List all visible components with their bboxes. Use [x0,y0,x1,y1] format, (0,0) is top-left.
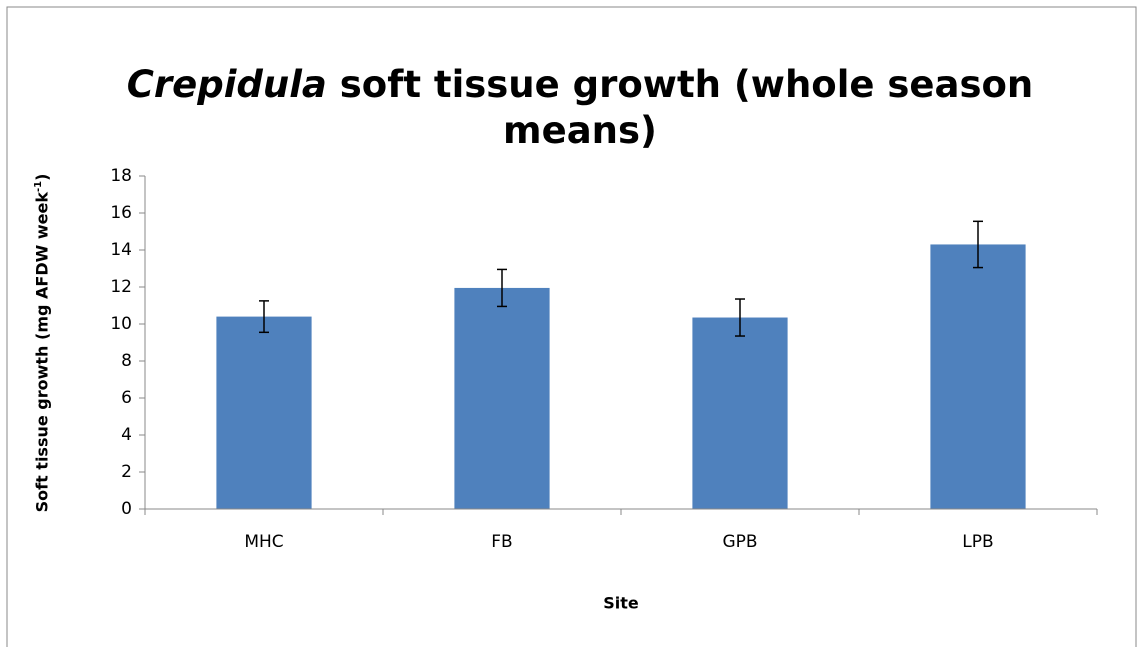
x-tick-label: FB [491,532,512,552]
x-tick-label: MHC [244,532,283,552]
y-tick-label: 8 [121,351,132,371]
y-tick-label: 16 [110,203,132,223]
bar [454,287,550,509]
bar [216,316,312,509]
y-tick-label: 12 [110,277,132,297]
y-tick-label: 14 [110,240,132,260]
x-tick-label: LPB [962,532,993,552]
title-part: Crepidula [126,63,327,106]
y-label-part: Soft tissue growth (mg AFDW week [32,192,52,513]
y-tick-label: 18 [110,166,132,186]
x-tick-label: GPB [722,532,757,552]
y-tick-label: 4 [121,425,132,445]
y-label-part: -1 [33,180,45,193]
bar [930,244,1026,509]
y-tick-label: 10 [110,314,132,334]
frame [6,6,1137,647]
x-axis-label: Site [603,594,639,613]
chart-title: Crepidula soft tissue growth (whole seas… [120,62,1040,154]
y-tick-label: 0 [121,499,132,519]
y-label-part: ) [32,173,52,181]
y-tick-label: 2 [121,462,132,482]
y-tick-label: 6 [121,388,132,408]
y-axis-label: Soft tissue growth (mg AFDW week-1) [33,174,52,513]
title-part: soft tissue growth (whole season means) [339,63,1034,152]
bar [692,317,788,509]
